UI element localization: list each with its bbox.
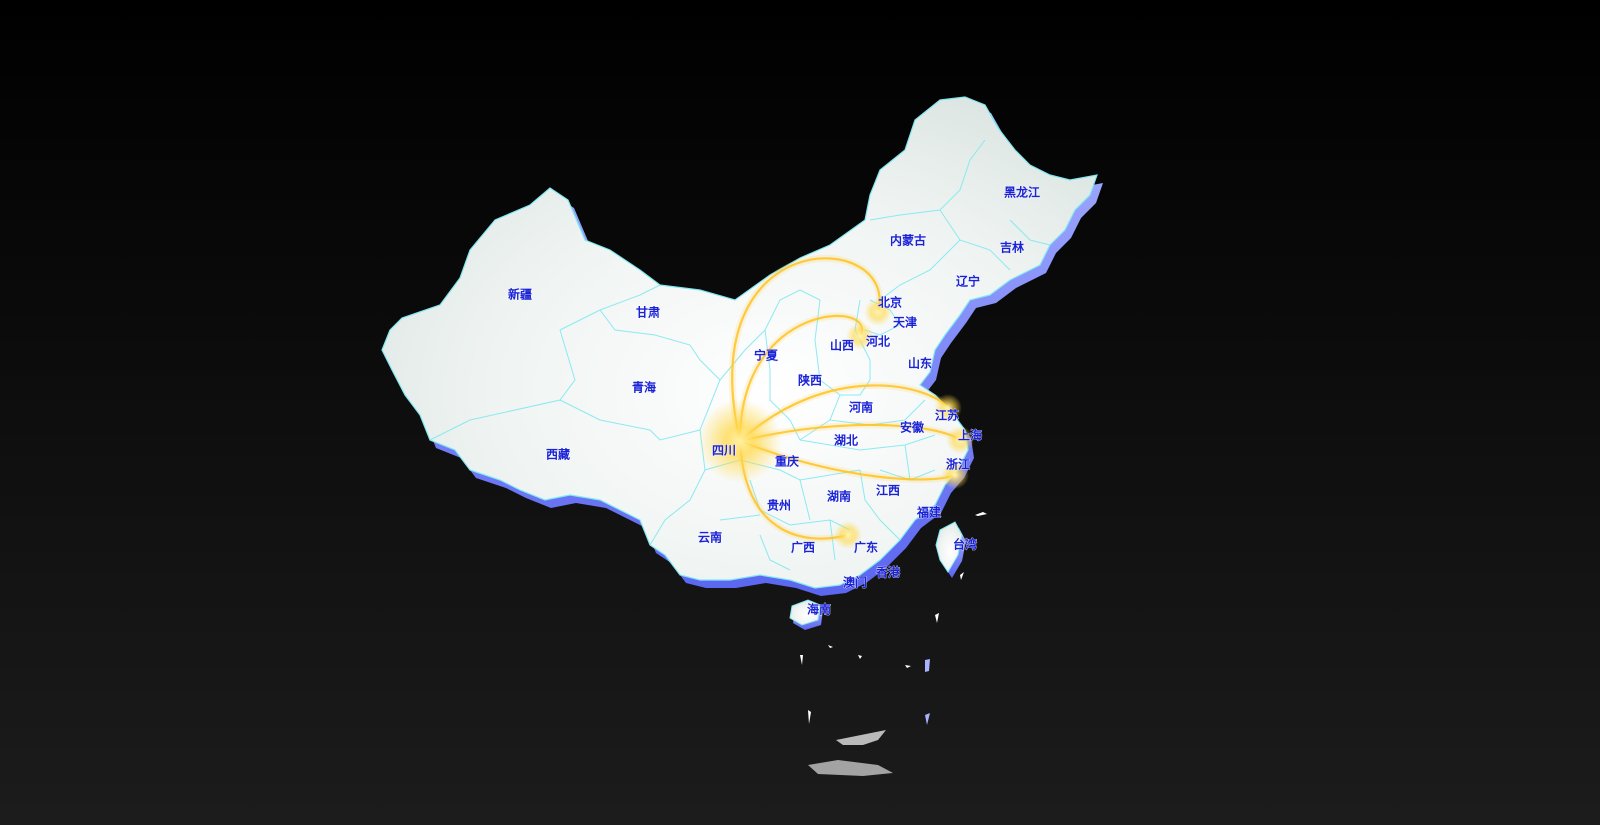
province-label[interactable]: 浙江 <box>946 456 971 472</box>
province-label[interactable]: 湖南 <box>827 488 852 504</box>
province-label[interactable]: 辽宁 <box>956 273 981 289</box>
province-label[interactable]: 台湾 <box>953 536 978 552</box>
province-label[interactable]: 澳门 <box>843 574 868 590</box>
province-label[interactable]: 湖北 <box>834 432 859 448</box>
province-label[interactable]: 内蒙古 <box>890 232 927 248</box>
province-label[interactable]: 贵州 <box>767 497 792 513</box>
province-label[interactable]: 香港 <box>875 564 902 580</box>
target-glow <box>941 461 969 489</box>
province-label[interactable]: 宁夏 <box>754 347 780 363</box>
province-label[interactable]: 河南 <box>848 399 874 415</box>
target-glow <box>946 426 974 454</box>
province-label[interactable]: 甘肃 <box>636 304 661 320</box>
province-label[interactable]: 江苏 <box>935 407 960 423</box>
target-glow <box>846 322 874 350</box>
province-label[interactable]: 四川 <box>712 443 737 458</box>
province-label[interactable]: 新疆 <box>508 286 533 302</box>
province-label[interactable]: 上海 <box>958 427 983 443</box>
province-label[interactable]: 黑龙江 <box>1004 184 1041 200</box>
province-label[interactable]: 重庆 <box>775 453 800 469</box>
province-label[interactable]: 陕西 <box>798 372 823 388</box>
province-label[interactable]: 山东 <box>908 355 933 371</box>
origin-glow <box>698 399 782 483</box>
target-glow <box>864 298 892 326</box>
map-land <box>381 96 1098 626</box>
province-label[interactable]: 安徽 <box>900 419 926 435</box>
flow-line[interactable] <box>731 257 881 443</box>
province-label[interactable]: 天津 <box>893 314 918 330</box>
target-glow <box>834 521 862 549</box>
province-label[interactable]: 海南 <box>807 601 832 617</box>
province-label[interactable]: 青海 <box>632 379 657 395</box>
province-label[interactable]: 江西 <box>876 482 901 498</box>
province-label[interactable]: 北京 <box>878 294 903 310</box>
province-label[interactable]: 河北 <box>865 333 891 349</box>
province-label[interactable]: 广西 <box>791 539 816 555</box>
province-label[interactable]: 福建 <box>916 504 943 520</box>
province-label[interactable]: 西藏 <box>546 446 571 462</box>
province-label[interactable]: 山西 <box>830 337 855 353</box>
province-label[interactable]: 云南 <box>698 529 723 545</box>
south-sea-islands <box>800 512 987 776</box>
province-boundaries <box>429 139 1051 571</box>
province-label[interactable]: 吉林 <box>1000 239 1025 255</box>
province-label[interactable]: 广东 <box>854 539 879 555</box>
target-glow <box>934 394 962 422</box>
flow-glows <box>698 298 974 549</box>
